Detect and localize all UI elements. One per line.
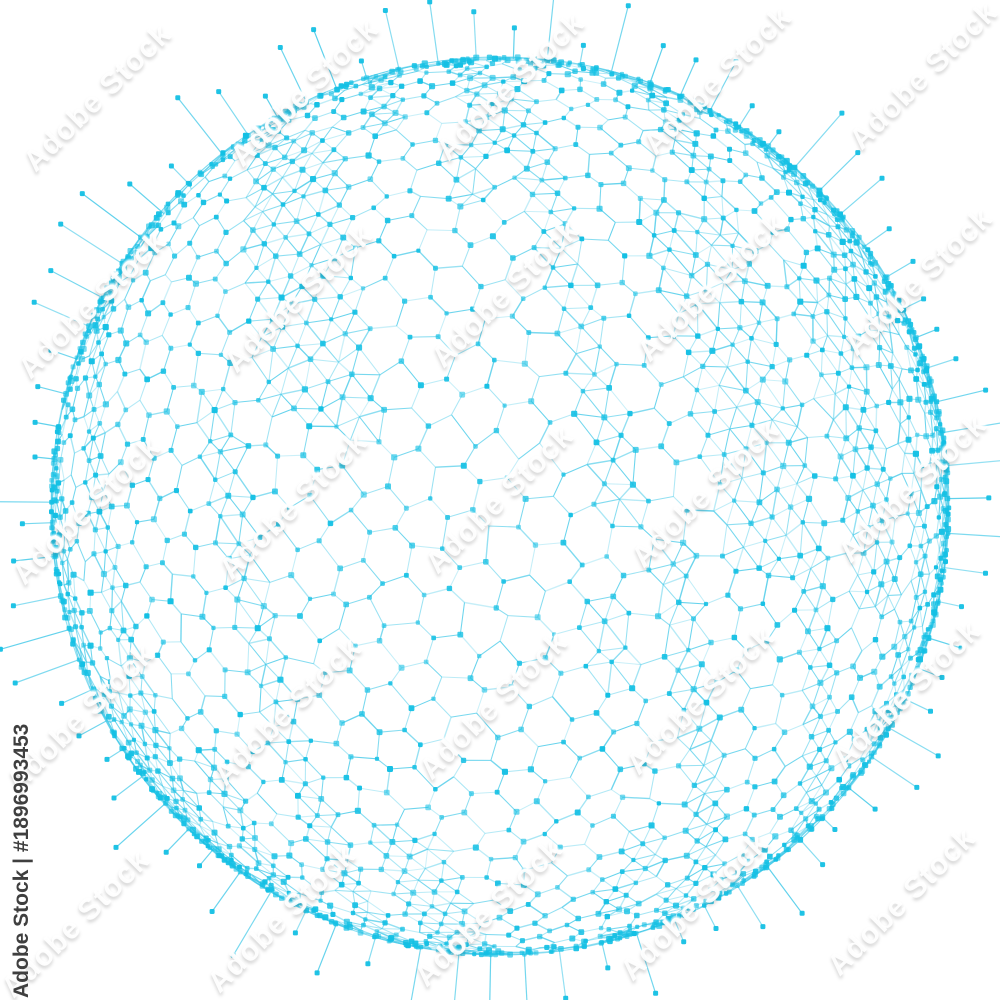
stock-image-canvas: Adobe Stock Adobe Stock Adobe Stock Adobe S…: [0, 0, 1000, 1000]
network-sphere-graphic: [0, 0, 1000, 1000]
